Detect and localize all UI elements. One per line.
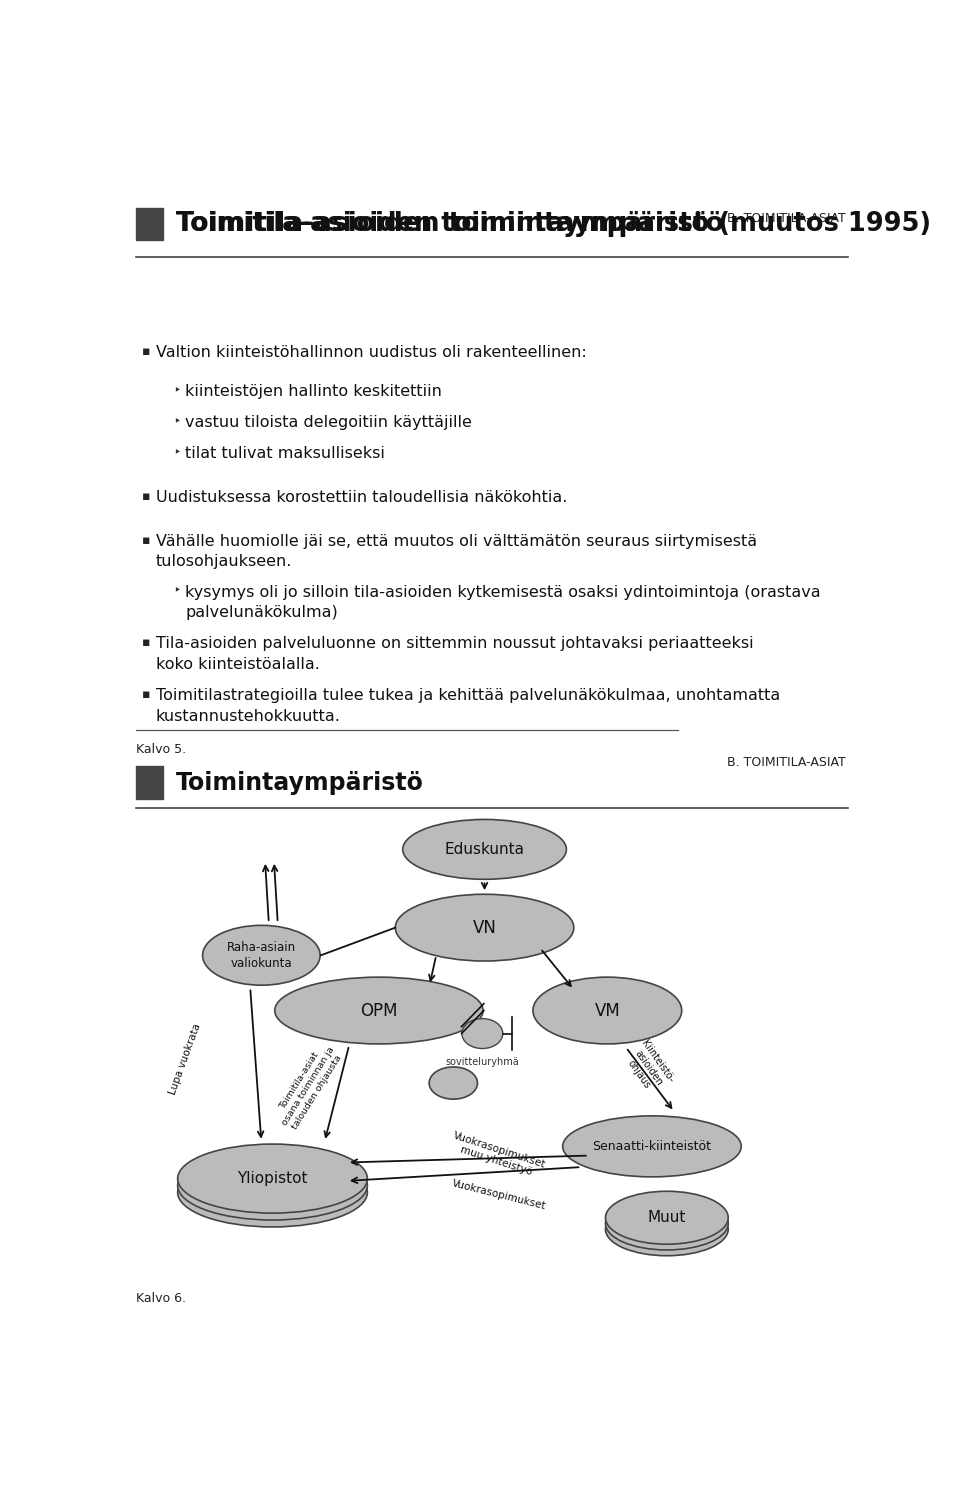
Text: ▪: ▪ — [142, 637, 151, 649]
Text: Vuokrasopimukset
muu yhteistyö: Vuokrasopimukset muu yhteistyö — [448, 1130, 547, 1181]
Text: ▪: ▪ — [142, 688, 151, 701]
Text: ▪: ▪ — [142, 534, 151, 547]
Ellipse shape — [563, 1115, 741, 1177]
FancyBboxPatch shape — [136, 208, 163, 241]
Text: VM: VM — [594, 1002, 620, 1020]
Text: Kalvo 5.: Kalvo 5. — [136, 743, 186, 756]
Text: Tila-asioiden palveluluonne on sittemmin noussut johtavaksi periaatteeksi
koko k: Tila-asioiden palveluluonne on sittemmin… — [156, 637, 754, 671]
Ellipse shape — [275, 978, 483, 1044]
Text: Senaatti-kiinteistöt: Senaatti-kiinteistöt — [592, 1139, 711, 1153]
Text: Muut: Muut — [648, 1211, 686, 1226]
Ellipse shape — [403, 819, 566, 879]
Text: ‣: ‣ — [174, 384, 180, 398]
Text: ‣: ‣ — [174, 416, 180, 429]
Text: Vuokrasopimukset: Vuokrasopimukset — [451, 1178, 547, 1211]
Text: OPM: OPM — [360, 1002, 397, 1020]
Text: sovitteluryhmä: sovitteluryhmä — [445, 1057, 519, 1066]
Text: ▪: ▪ — [142, 345, 151, 359]
Text: ▪: ▪ — [142, 490, 151, 504]
Text: Vähälle huomiolle jäi se, että muutos oli välttämätön seuraus siirtymisestä
tulo: Vähälle huomiolle jäi se, että muutos ol… — [156, 534, 756, 570]
Text: kiinteistöjen hallinto keskitettiin: kiinteistöjen hallinto keskitettiin — [185, 384, 443, 399]
Ellipse shape — [178, 1144, 368, 1212]
Ellipse shape — [429, 1067, 477, 1099]
Ellipse shape — [606, 1192, 729, 1244]
Text: tilat tulivat maksulliseksi: tilat tulivat maksulliseksi — [185, 447, 385, 462]
Text: ‣: ‣ — [174, 447, 180, 459]
Text: Toimitila-asiat
osana toiminnan ja
talouden ohjausta: Toimitila-asiat osana toiminnan ja talou… — [272, 1041, 345, 1133]
Text: Valtion kiinteistöhallinnon uudistus oli rakenteellinen:: Valtion kiinteistöhallinnon uudistus oli… — [156, 345, 587, 360]
Ellipse shape — [606, 1203, 729, 1256]
Ellipse shape — [203, 925, 320, 985]
Ellipse shape — [533, 978, 682, 1044]
Ellipse shape — [396, 894, 574, 961]
Text: B. TOIMITILA-ASIAT: B. TOIMITILA-ASIAT — [727, 756, 846, 768]
FancyBboxPatch shape — [136, 767, 163, 798]
Text: ‣: ‣ — [174, 585, 180, 598]
Text: Toimintaympäristö: Toimintaympäristö — [176, 770, 423, 795]
Ellipse shape — [606, 1197, 729, 1250]
Text: kysymys oli jo silloin tila-asioiden kytkemisestä osaksi ydintoimintoja (orastav: kysymys oli jo silloin tila-asioiden kyt… — [185, 585, 821, 620]
Text: Kiinteistö-
asioiden
ohjaus: Kiinteistö- asioiden ohjaus — [620, 1039, 676, 1097]
Text: Uudistuksessa korostettiin taloudellisia näkökohtia.: Uudistuksessa korostettiin taloudellisia… — [156, 490, 567, 505]
Text: Toimitila-asioiden toimintaympäristö: Toimitila-asioiden toimintaympäristö — [176, 211, 724, 238]
Text: Eduskunta: Eduskunta — [444, 842, 524, 857]
Text: Kalvo 6.: Kalvo 6. — [136, 1292, 186, 1305]
Text: Raha-asiain
valiokunta: Raha-asiain valiokunta — [227, 940, 296, 970]
Ellipse shape — [178, 1151, 368, 1220]
Text: Lupa vuokrata: Lupa vuokrata — [168, 1023, 203, 1096]
Text: Toimitilastrategioilla tulee tukea ja kehittää palvelunäkökulmaa, unohtamatta
ku: Toimitilastrategioilla tulee tukea ja ke… — [156, 688, 780, 724]
Text: VN: VN — [472, 918, 496, 937]
Text: Yliopistot: Yliopistot — [237, 1171, 308, 1186]
Text: Toimitila-asioiden toimintaympäristö (muutos 1995): Toimitila-asioiden toimintaympäristö (mu… — [176, 211, 931, 238]
Text: vastuu tiloista delegoitiin käyttäjille: vastuu tiloista delegoitiin käyttäjille — [185, 416, 472, 431]
Ellipse shape — [462, 1018, 503, 1048]
Ellipse shape — [178, 1159, 368, 1227]
Text: B. TOIMITILA-ASIAT: B. TOIMITILA-ASIAT — [727, 212, 846, 224]
